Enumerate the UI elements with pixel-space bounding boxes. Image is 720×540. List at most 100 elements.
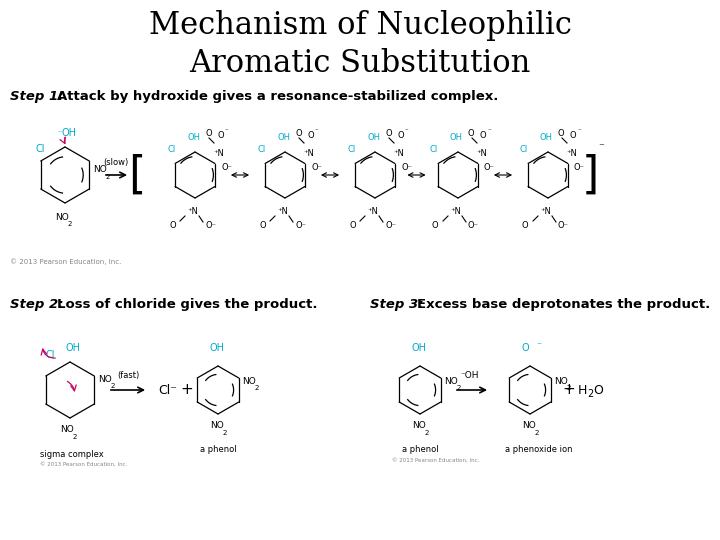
Text: ⁻: ⁻ (578, 128, 582, 134)
Text: Excess base deprotonates the product.: Excess base deprotonates the product. (417, 298, 710, 311)
Text: OH: OH (412, 343, 427, 353)
Text: ⁺N: ⁺N (187, 206, 198, 215)
Text: OH: OH (367, 132, 380, 141)
Text: ⁻: ⁻ (405, 128, 409, 134)
Text: NO: NO (60, 426, 73, 435)
Text: NO: NO (554, 377, 568, 387)
Text: OH: OH (61, 128, 76, 138)
Text: Mechanism of Nucleophilic: Mechanism of Nucleophilic (148, 10, 572, 41)
Text: Step 3:: Step 3: (370, 298, 423, 311)
Text: O⁻: O⁻ (574, 163, 585, 172)
Text: OH: OH (187, 132, 200, 141)
Text: NO: NO (444, 377, 458, 387)
Text: © 2013 Pearson Education, Inc.: © 2013 Pearson Education, Inc. (40, 462, 127, 467)
Text: O: O (295, 129, 302, 138)
Text: O: O (522, 343, 530, 353)
Text: 2: 2 (567, 385, 572, 391)
Text: O: O (570, 131, 577, 139)
Text: OH: OH (540, 132, 553, 141)
Text: ⁺N: ⁺N (450, 206, 461, 215)
Text: ⁺N: ⁺N (303, 148, 314, 158)
Text: Cl: Cl (45, 350, 55, 360)
Text: +: + (180, 382, 193, 397)
Text: O: O (259, 220, 266, 230)
Text: NO: NO (93, 165, 107, 174)
Text: Cl: Cl (430, 145, 438, 153)
Text: ⁺N: ⁺N (367, 206, 378, 215)
Text: Cl: Cl (257, 145, 265, 153)
Text: O⁻: O⁻ (401, 163, 412, 172)
Text: O⁻: O⁻ (205, 220, 216, 230)
Text: NO: NO (242, 377, 256, 387)
Text: Step 1:: Step 1: (10, 90, 63, 103)
Text: ⁻: ⁻ (57, 129, 61, 138)
Text: Cl⁻: Cl⁻ (158, 383, 177, 396)
Text: O: O (593, 383, 603, 396)
Text: ⁺N: ⁺N (277, 206, 288, 215)
Text: O: O (480, 131, 487, 139)
Text: NO: NO (210, 422, 224, 430)
Text: O: O (468, 129, 474, 138)
Text: 2: 2 (106, 174, 110, 180)
Text: O: O (558, 129, 564, 138)
Text: O: O (169, 220, 176, 230)
Text: ⁺N: ⁺N (213, 148, 224, 158)
Text: (fast): (fast) (117, 371, 139, 380)
Text: O⁻: O⁻ (558, 220, 569, 230)
Text: O⁻: O⁻ (295, 220, 306, 230)
Text: Step 2:: Step 2: (10, 298, 63, 311)
Text: Attack by hydroxide gives a resonance-stabilized complex.: Attack by hydroxide gives a resonance-st… (57, 90, 498, 103)
Text: Cl: Cl (347, 145, 355, 153)
Text: ⁻: ⁻ (536, 341, 541, 351)
Text: ⁺N: ⁺N (566, 148, 577, 158)
Text: 2: 2 (535, 430, 539, 436)
Text: NO: NO (522, 422, 536, 430)
Text: ⁻: ⁻ (225, 128, 229, 134)
Text: sigma complex: sigma complex (40, 450, 104, 459)
Text: +: + (562, 382, 575, 397)
Text: Aromatic Substitution: Aromatic Substitution (189, 48, 531, 79)
Text: 2: 2 (255, 385, 259, 391)
Text: O: O (385, 129, 392, 138)
Text: ]: ] (581, 153, 599, 197)
Text: O: O (307, 131, 314, 139)
Text: OH: OH (210, 343, 225, 353)
Text: © 2013 Pearson Education, Inc.: © 2013 Pearson Education, Inc. (392, 458, 480, 463)
Text: NO: NO (98, 375, 112, 384)
Text: 2: 2 (223, 430, 228, 436)
Text: O: O (217, 131, 224, 139)
Text: O: O (205, 129, 212, 138)
Text: (slow): (slow) (104, 158, 129, 167)
Text: ⁺N: ⁺N (540, 206, 551, 215)
Text: OH: OH (277, 132, 290, 141)
Text: ⁺N: ⁺N (393, 148, 404, 158)
Text: 2: 2 (73, 434, 77, 440)
Text: © 2013 Pearson Education, Inc.: © 2013 Pearson Education, Inc. (10, 258, 122, 265)
Text: ⁻: ⁻ (315, 128, 319, 134)
Text: ⁺N: ⁺N (476, 148, 487, 158)
Text: 2: 2 (111, 383, 115, 389)
Text: Cl: Cl (520, 145, 528, 153)
Text: OH: OH (65, 343, 80, 353)
Text: 2: 2 (457, 385, 462, 391)
Text: ⁻OH: ⁻OH (461, 371, 480, 380)
Text: 2: 2 (68, 221, 73, 227)
Text: O: O (432, 220, 438, 230)
Text: Cl: Cl (35, 144, 45, 154)
Text: NO: NO (412, 422, 426, 430)
Text: ⁻: ⁻ (598, 142, 604, 152)
Text: H: H (578, 383, 588, 396)
Text: O: O (349, 220, 356, 230)
Text: 2: 2 (425, 430, 429, 436)
Text: OH: OH (450, 132, 463, 141)
Text: Cl: Cl (167, 145, 175, 153)
Text: O⁻: O⁻ (311, 163, 322, 172)
Text: [: [ (128, 153, 145, 197)
Text: O: O (397, 131, 404, 139)
Text: O: O (522, 220, 528, 230)
Text: a phenoxide ion: a phenoxide ion (505, 445, 572, 454)
Text: ⁻: ⁻ (488, 128, 492, 134)
Text: a phenol: a phenol (200, 445, 237, 454)
Text: O⁻: O⁻ (221, 163, 232, 172)
Text: O⁻: O⁻ (385, 220, 396, 230)
